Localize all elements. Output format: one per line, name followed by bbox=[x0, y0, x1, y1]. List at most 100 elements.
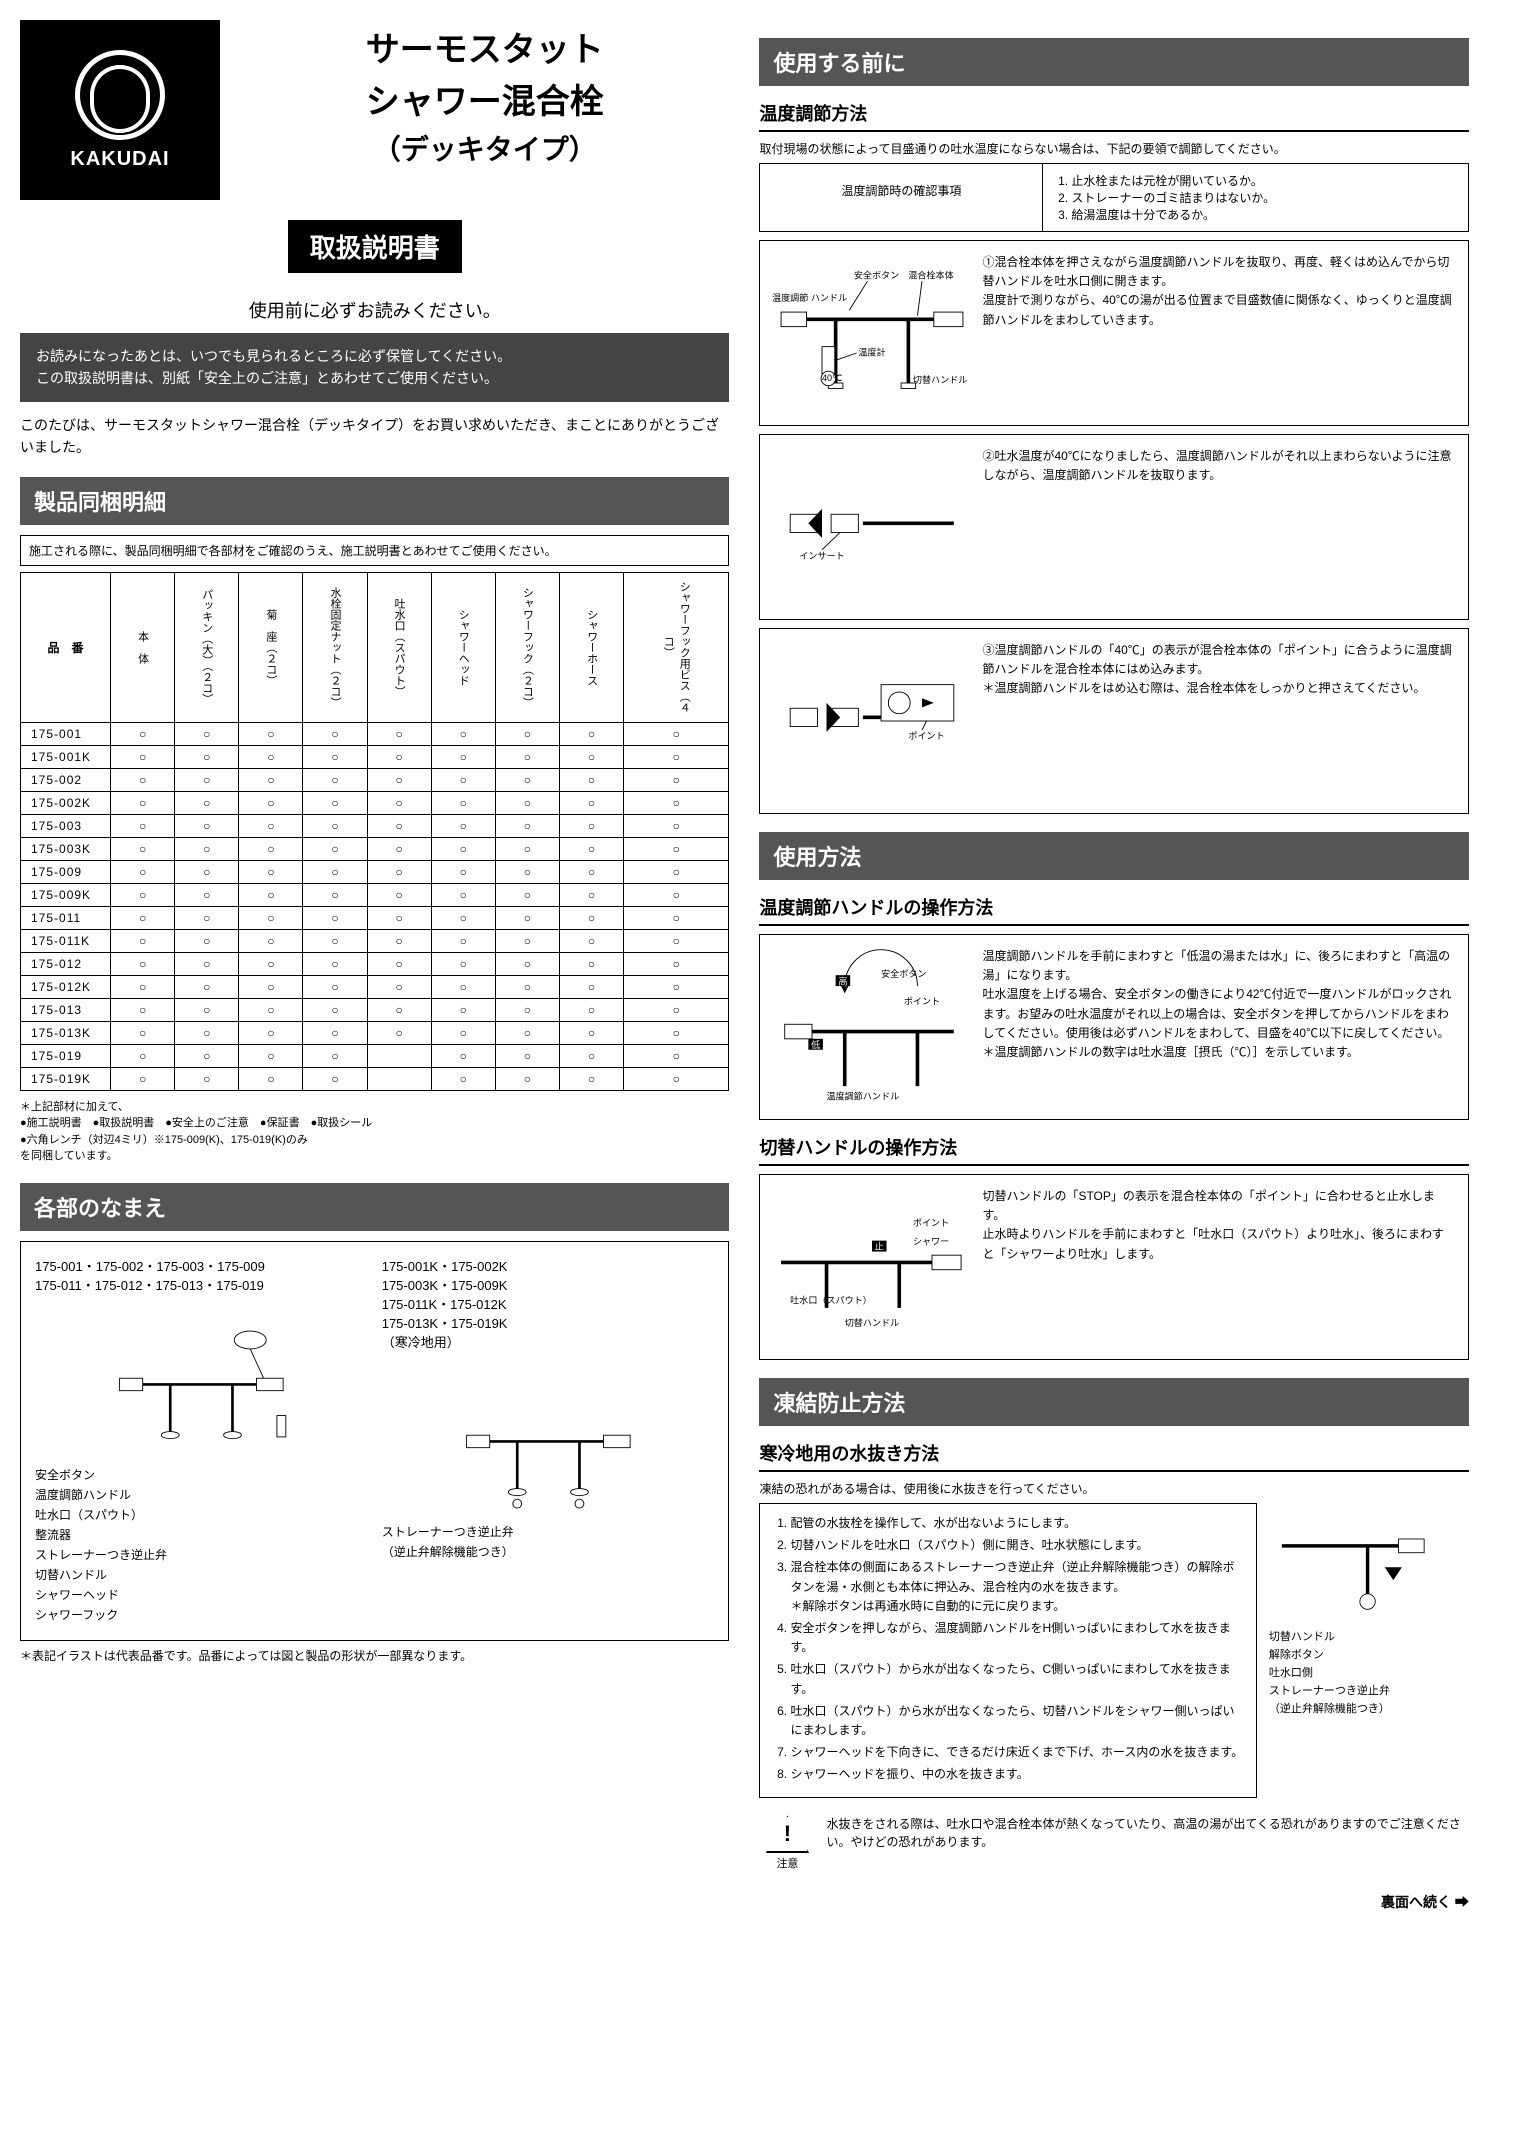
parts-code-cell: 175-019K bbox=[21, 1067, 111, 1090]
table-row: 175-003○○○○○○○○○ bbox=[21, 814, 729, 837]
parts-mark-cell: ○ bbox=[367, 860, 431, 883]
parts-mark-cell bbox=[367, 1067, 431, 1090]
parts-mark-cell: ○ bbox=[367, 814, 431, 837]
parts-mark-cell: ○ bbox=[239, 883, 303, 906]
temp-fig-3: ポイント bbox=[772, 666, 972, 776]
names-footnote: ＊表記イラストは代表品番です。品番によっては図と製品の形状が一部異なります。 bbox=[20, 1647, 729, 1664]
parts-mark-cell: ○ bbox=[559, 837, 623, 860]
table-row: 175-002○○○○○○○○○ bbox=[21, 768, 729, 791]
svg-text:40℃: 40℃ bbox=[822, 373, 842, 383]
parts-mark-cell: ○ bbox=[431, 1067, 495, 1090]
freeze-step: 切替ハンドルを吐水口（スパウト）側に開き、吐水状態にします。 bbox=[790, 1536, 1245, 1555]
parts-mark-cell: ○ bbox=[175, 791, 239, 814]
svg-text:切替ハンドル: 切替ハンドル bbox=[845, 1317, 899, 1328]
parts-mark-cell: ○ bbox=[367, 883, 431, 906]
parts-mark-cell: ○ bbox=[624, 1044, 729, 1067]
parts-mark-cell: ○ bbox=[367, 929, 431, 952]
parts-mark-cell: ○ bbox=[495, 883, 559, 906]
parts-mark-cell: ○ bbox=[303, 791, 367, 814]
part-name-label: ストレーナーつき逆止弁 bbox=[382, 1523, 715, 1540]
parts-mark-cell: ○ bbox=[559, 791, 623, 814]
freeze-steps-box: 配管の水抜栓を操作して、水が出ないようにします。切替ハンドルを吐水口（スパウト）… bbox=[759, 1503, 1256, 1798]
freeze-intro: 凍結の恐れがある場合は、使用後に水抜きを行ってください。 bbox=[759, 1480, 1468, 1497]
below-table-tail: を同梱しています。 bbox=[20, 1148, 729, 1165]
parts-mark-cell: ○ bbox=[303, 722, 367, 745]
parts-col-7: シャワーホース bbox=[559, 572, 623, 722]
parts-mark-cell: ○ bbox=[111, 1021, 175, 1044]
freeze-step: 配管の水抜栓を操作して、水が出ないようにします。 bbox=[790, 1514, 1245, 1533]
parts-mark-cell: ○ bbox=[367, 1021, 431, 1044]
parts-mark-cell: ○ bbox=[239, 929, 303, 952]
section-usage: 使用方法 bbox=[759, 832, 1468, 880]
parts-mark-cell: ○ bbox=[175, 906, 239, 929]
part-name-label: ストレーナーつき逆止弁 bbox=[35, 1546, 368, 1563]
part-name-label: 整流器 bbox=[35, 1526, 368, 1543]
parts-mark-cell: ○ bbox=[624, 722, 729, 745]
parts-mark-cell: ○ bbox=[624, 860, 729, 883]
parts-mark-cell: ○ bbox=[495, 1021, 559, 1044]
parts-mark-cell: ○ bbox=[431, 791, 495, 814]
parts-mark-cell: ○ bbox=[111, 722, 175, 745]
parts-mark-cell: ○ bbox=[175, 745, 239, 768]
confirm-item: 止水栓または元栓が開いているか。 bbox=[1071, 172, 1457, 189]
parts-mark-cell: ○ bbox=[367, 768, 431, 791]
parts-mark-cell: ○ bbox=[175, 860, 239, 883]
parts-mark-cell: ○ bbox=[624, 906, 729, 929]
parts-mark-cell: ○ bbox=[624, 768, 729, 791]
parts-head-code: 品 番 bbox=[21, 572, 111, 722]
models-left: 175-001・175-002・175-003・175-009 175-011・… bbox=[35, 1256, 368, 1294]
parts-mark-cell: ○ bbox=[495, 952, 559, 975]
kirikae-text: 切替ハンドルの「STOP」の表示を混合栓本体の「ポイント」に合わせると止水します… bbox=[982, 1187, 1455, 1264]
parts-col-5: シャワーヘッド bbox=[431, 572, 495, 722]
parts-mark-cell: ○ bbox=[175, 1044, 239, 1067]
svg-text:温度調節ハンドル: 温度調節ハンドル bbox=[827, 1091, 900, 1102]
parts-code-cell: 175-013 bbox=[21, 998, 111, 1021]
parts-mark-cell: ○ bbox=[111, 791, 175, 814]
freeze-step: 吐水口（スパウト）から水が出なくなったら、C側いっぱいにまわして水を抜きます。 bbox=[790, 1660, 1245, 1698]
parts-mark-cell: ○ bbox=[431, 768, 495, 791]
temp-fig-2: インサート bbox=[772, 472, 972, 582]
parts-mark-cell: ○ bbox=[367, 952, 431, 975]
svg-text:安全ボタン: 安全ボタン bbox=[854, 269, 899, 280]
parts-mark-cell: ○ bbox=[303, 745, 367, 768]
temp-step-1: ①混合栓本体を押さえながら温度調節ハンドルを抜取り、再度、軽くはめ込んでから切替… bbox=[982, 253, 1455, 330]
parts-code-cell: 175-011K bbox=[21, 929, 111, 952]
parts-mark-cell: ○ bbox=[239, 837, 303, 860]
parts-mark-cell: ○ bbox=[495, 768, 559, 791]
freeze-step: 吐水口（スパウト）から水が出なくなったら、切替ハンドルをシャワー側いっぱいにまわ… bbox=[790, 1702, 1245, 1740]
parts-mark-cell: ○ bbox=[559, 883, 623, 906]
parts-mark-cell: ○ bbox=[431, 1021, 495, 1044]
parts-mark-cell: ○ bbox=[559, 1044, 623, 1067]
parts-mark-cell: ○ bbox=[239, 998, 303, 1021]
part-names-fig-left bbox=[35, 1300, 368, 1460]
table-row: 175-001○○○○○○○○○ bbox=[21, 722, 729, 745]
parts-mark-cell: ○ bbox=[175, 768, 239, 791]
parts-code-cell: 175-013K bbox=[21, 1021, 111, 1044]
sub-kirikae-handle: 切替ハンドルの操作方法 bbox=[759, 1134, 1468, 1166]
keep-box: お読みになったあとは、いつでも見られるところに必ず保管してください。 この取扱説… bbox=[20, 333, 729, 402]
product-subtitle: （デッキタイプ） bbox=[240, 128, 729, 168]
parts-mark-cell: ○ bbox=[495, 837, 559, 860]
parts-code-cell: 175-009K bbox=[21, 883, 111, 906]
temp-adjust-intro: 取付現場の状態によって目盛通りの吐水温度にならない場合は、下記の要領で調節してく… bbox=[759, 140, 1468, 157]
parts-mark-cell: ○ bbox=[559, 998, 623, 1021]
parts-col-8: シャワーフック用ビス（４コ） bbox=[624, 572, 729, 722]
parts-mark-cell: ○ bbox=[239, 906, 303, 929]
temp-step-2: ②吐水温度が40℃になりましたら、温度調節ハンドルがそれ以上まわらないように注意… bbox=[982, 447, 1455, 485]
table-row: 175-019○○○○○○○○ bbox=[21, 1044, 729, 1067]
parts-mark-cell: ○ bbox=[495, 998, 559, 1021]
freeze-step: シャワーヘッドを振り、中の水を抜きます。 bbox=[790, 1765, 1245, 1784]
parts-mark-cell: ○ bbox=[624, 791, 729, 814]
parts-mark-cell: ○ bbox=[367, 906, 431, 929]
confirm-head: 温度調節時の確認事項 bbox=[760, 164, 1043, 231]
parts-mark-cell: ○ bbox=[175, 1067, 239, 1090]
parts-mark-cell: ○ bbox=[111, 975, 175, 998]
parts-mark-cell: ○ bbox=[239, 1044, 303, 1067]
svg-text:温度調節 ハンドル: 温度調節 ハンドル bbox=[772, 292, 847, 303]
freeze-right-label: （逆止弁解除機能つき） bbox=[1269, 1700, 1469, 1716]
parts-mark-cell: ○ bbox=[367, 998, 431, 1021]
parts-mark-cell: ○ bbox=[367, 837, 431, 860]
confirm-item: 給湯温度は十分であるか。 bbox=[1071, 206, 1457, 223]
parts-mark-cell: ○ bbox=[175, 975, 239, 998]
parts-mark-cell: ○ bbox=[559, 722, 623, 745]
